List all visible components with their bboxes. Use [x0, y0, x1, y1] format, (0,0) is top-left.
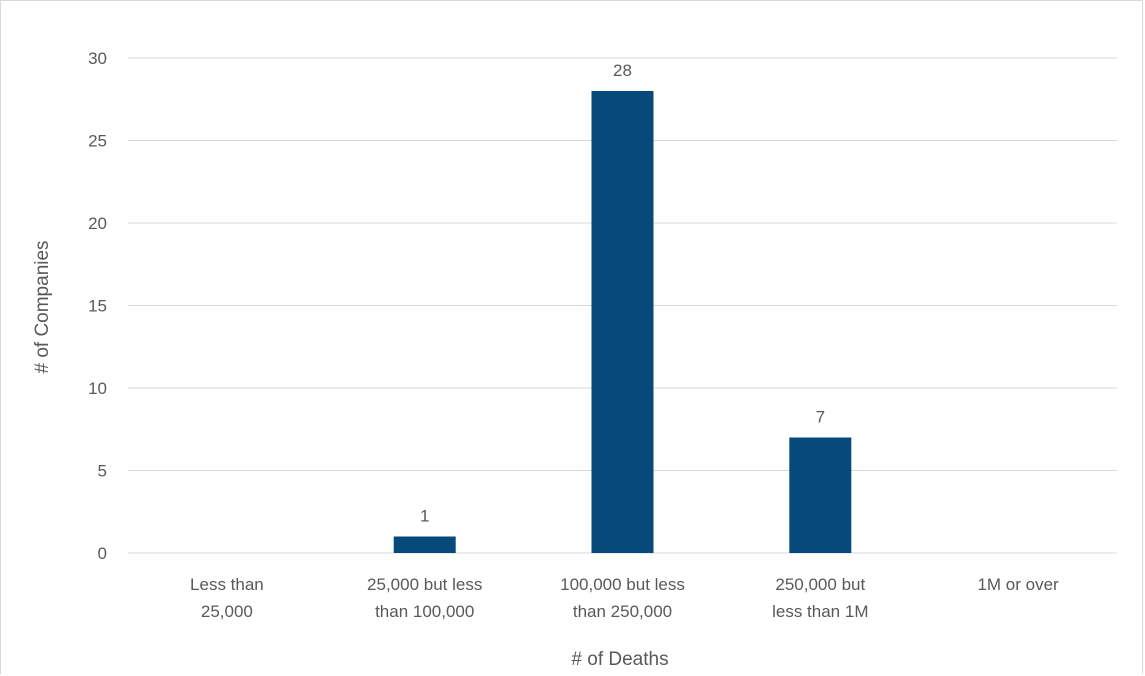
x-category-label: 25,000 but less [367, 575, 482, 594]
y-tick-label: 10 [88, 379, 107, 398]
x-category-label: than 250,000 [573, 602, 672, 621]
bar [591, 91, 654, 553]
y-tick-label: 25 [88, 132, 107, 151]
x-axis-categories: Less than 25,000 25,000 but less than 100,0… [190, 575, 1059, 621]
y-tick-label: 5 [98, 462, 107, 481]
x-category-label: 250,000 but [775, 575, 865, 594]
y-tick-label: 20 [88, 214, 107, 233]
bar [789, 437, 852, 553]
bars [393, 91, 852, 553]
x-category-label: 1M or over [977, 575, 1059, 594]
y-tick-label: 15 [88, 297, 107, 316]
x-category-label: 25,000 [201, 602, 253, 621]
bar [393, 536, 456, 553]
x-category-label: 100,000 but less [560, 575, 685, 594]
x-axis-title: # of Deaths [571, 649, 668, 670]
data-label: 28 [613, 61, 632, 80]
x-category-label: than 100,000 [375, 602, 474, 621]
data-labels: 1 28 7 [420, 61, 825, 526]
y-axis-title: # of Companies [32, 240, 53, 373]
y-axis-ticks: 0 5 10 15 20 25 30 [88, 49, 107, 563]
y-tick-label: 30 [88, 49, 107, 68]
data-label: 7 [816, 408, 825, 427]
x-category-label: Less than [190, 575, 264, 594]
data-label: 1 [420, 507, 429, 526]
x-category-label: less than 1M [772, 602, 868, 621]
y-tick-label: 0 [98, 544, 107, 563]
